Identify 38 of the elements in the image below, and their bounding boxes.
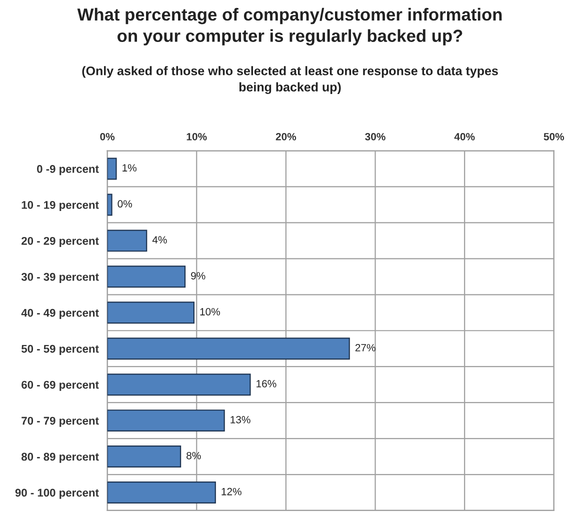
bar bbox=[107, 266, 186, 288]
x-tick-label: 0% bbox=[100, 132, 115, 140]
y-tick-label: 60 - 69 percent bbox=[22, 380, 99, 391]
data-label: 16% bbox=[256, 380, 276, 388]
y-tick-label: 50 - 59 percent bbox=[22, 344, 99, 355]
bar bbox=[107, 230, 148, 252]
y-tick-label: 90 - 100 percent bbox=[15, 488, 99, 499]
y-tick-label: 80 - 89 percent bbox=[22, 452, 99, 463]
data-label: 10% bbox=[200, 308, 220, 316]
y-tick-label: 40 - 49 percent bbox=[21, 308, 99, 319]
y-tick-label: 20 - 29 percent bbox=[22, 236, 99, 248]
data-label: 8% bbox=[186, 452, 201, 460]
data-label: 1% bbox=[122, 164, 136, 172]
y-tick-label: 70 - 79 percent bbox=[22, 416, 99, 427]
data-label: 27% bbox=[355, 344, 376, 352]
y-tick-label: 10 - 19 percent bbox=[22, 200, 99, 212]
bar bbox=[107, 482, 216, 504]
chart-title: What percentage of company/customer information on your computer is regularly backed up? bbox=[77, 8, 502, 46]
bar bbox=[107, 302, 194, 324]
x-tick-label: 10% bbox=[186, 132, 207, 140]
x-tick-label: 30% bbox=[365, 132, 386, 140]
data-label: 9% bbox=[191, 272, 206, 280]
data-label: 4% bbox=[152, 236, 167, 244]
x-tick-label: 20% bbox=[276, 132, 296, 140]
bar bbox=[107, 194, 112, 216]
data-label: 13% bbox=[230, 416, 250, 424]
x-tick-label: 40% bbox=[454, 132, 475, 140]
bar bbox=[107, 374, 251, 396]
bar bbox=[107, 410, 225, 432]
x-tick-label: 50% bbox=[544, 132, 564, 140]
bar bbox=[107, 158, 117, 180]
bar bbox=[107, 338, 350, 360]
y-tick-label: 0 -9 percent bbox=[37, 165, 99, 176]
data-label: 0% bbox=[118, 200, 132, 208]
y-tick-label: 30 - 39 percent bbox=[21, 272, 99, 283]
chart-subtitle: (Only asked of those who selected at least one response to data types being backed up) bbox=[82, 66, 498, 94]
data-label: 12% bbox=[222, 488, 242, 496]
bar bbox=[107, 446, 182, 468]
